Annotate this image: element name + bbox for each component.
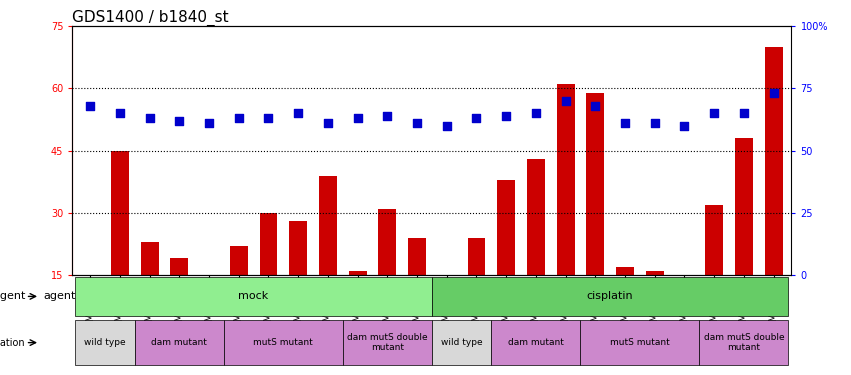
- Point: [261, 116, 275, 122]
- Text: genotype/variation: genotype/variation: [0, 338, 26, 348]
- Text: dam mutant: dam mutant: [151, 338, 208, 347]
- Text: mutS mutant: mutS mutant: [610, 338, 670, 347]
- Point: [321, 120, 334, 126]
- Bar: [527, 159, 545, 275]
- Text: mock: mock: [238, 291, 269, 302]
- FancyBboxPatch shape: [75, 320, 134, 365]
- Text: agent: agent: [0, 291, 26, 302]
- Point: [559, 98, 573, 104]
- Point: [648, 120, 661, 126]
- Point: [440, 123, 454, 129]
- Bar: [467, 238, 485, 275]
- Point: [529, 110, 543, 116]
- Point: [380, 113, 394, 119]
- Point: [83, 103, 97, 109]
- FancyBboxPatch shape: [224, 320, 343, 365]
- FancyBboxPatch shape: [431, 277, 789, 316]
- Bar: [408, 238, 426, 275]
- Bar: [289, 221, 307, 275]
- Point: [618, 120, 631, 126]
- Point: [410, 120, 424, 126]
- Text: agent: agent: [43, 291, 75, 302]
- Text: wild type: wild type: [441, 338, 483, 347]
- FancyBboxPatch shape: [491, 320, 580, 365]
- Point: [143, 116, 157, 122]
- Text: dam mutS double
mutant: dam mutS double mutant: [704, 333, 785, 352]
- Bar: [616, 267, 634, 275]
- Bar: [319, 176, 337, 275]
- Point: [351, 116, 364, 122]
- Point: [767, 90, 780, 96]
- Point: [173, 118, 186, 124]
- Bar: [230, 246, 248, 275]
- Bar: [349, 271, 367, 275]
- Bar: [557, 84, 574, 275]
- Bar: [111, 151, 129, 275]
- FancyBboxPatch shape: [343, 320, 431, 365]
- Bar: [379, 209, 397, 275]
- Point: [707, 110, 721, 116]
- Point: [470, 116, 483, 122]
- Bar: [646, 271, 664, 275]
- FancyBboxPatch shape: [431, 320, 491, 365]
- Point: [677, 123, 691, 129]
- Bar: [140, 242, 158, 275]
- Point: [500, 113, 513, 119]
- Bar: [765, 47, 783, 275]
- FancyBboxPatch shape: [134, 320, 224, 365]
- Text: dam mutS double
mutant: dam mutS double mutant: [347, 333, 427, 352]
- Text: dam mutant: dam mutant: [508, 338, 564, 347]
- Text: wild type: wild type: [84, 338, 126, 347]
- FancyBboxPatch shape: [75, 277, 431, 316]
- FancyBboxPatch shape: [580, 320, 700, 365]
- Text: cisplatin: cisplatin: [587, 291, 633, 302]
- Bar: [735, 138, 753, 275]
- Point: [737, 110, 751, 116]
- Point: [291, 110, 305, 116]
- Bar: [170, 258, 188, 275]
- Bar: [497, 180, 515, 275]
- Text: mutS mutant: mutS mutant: [254, 338, 313, 347]
- Point: [232, 116, 246, 122]
- Bar: [705, 205, 723, 275]
- Bar: [586, 93, 604, 275]
- Point: [113, 110, 127, 116]
- FancyBboxPatch shape: [700, 320, 789, 365]
- Bar: [260, 213, 277, 275]
- Point: [203, 120, 216, 126]
- Point: [589, 103, 603, 109]
- Text: GDS1400 / b1840_st: GDS1400 / b1840_st: [72, 10, 229, 26]
